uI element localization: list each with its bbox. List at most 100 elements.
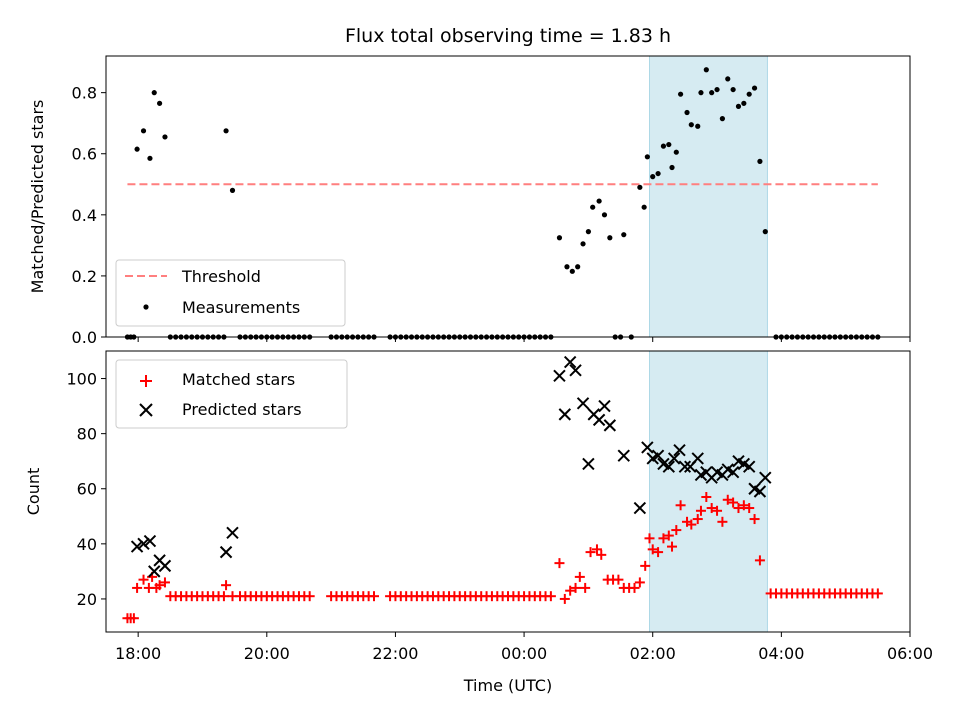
predicted-star-point <box>143 534 157 548</box>
top-y-tick-label: 0.4 <box>72 206 97 225</box>
measurement-point <box>660 143 667 149</box>
measurement-point <box>162 134 168 140</box>
predicted-star-point <box>130 540 144 553</box>
bottom-y-tick-label: 60 <box>77 480 97 499</box>
bottom-y-tick-label: 40 <box>77 535 97 554</box>
legend-measurements-swatch <box>143 304 149 310</box>
top-y-tick-label: 0.8 <box>72 84 97 103</box>
measurement-point <box>585 229 592 235</box>
matched-star-point <box>554 558 565 569</box>
bottom-y-tick-label: 80 <box>77 425 97 444</box>
matched-star-point <box>738 500 749 511</box>
matched-star-point <box>128 613 139 624</box>
predicted-star-point <box>753 485 767 498</box>
matched-star-point <box>701 492 712 503</box>
matched-star-point <box>706 503 717 514</box>
measurement-point <box>684 109 690 116</box>
bottom-y-axis-label: Count <box>24 468 43 516</box>
matched-star-point <box>754 555 765 566</box>
measurement-point <box>564 264 570 270</box>
bottom-y-ticks: 20 40 60 80 100 <box>66 370 106 609</box>
measurement-point <box>621 232 627 238</box>
matched-star-point <box>717 516 728 527</box>
measurement-point <box>650 174 656 180</box>
predicted-star-point <box>219 545 233 559</box>
measurement-point <box>669 164 675 171</box>
measurement-point <box>607 235 613 241</box>
matched-star-point <box>138 574 149 585</box>
measurement-point <box>223 128 229 134</box>
matched-star-point <box>872 588 883 599</box>
measurement-point <box>134 146 140 152</box>
measurement-point <box>644 154 650 160</box>
matched-star-point <box>304 591 315 602</box>
predicted-star-point <box>691 452 704 465</box>
matched-star-point <box>613 574 624 585</box>
bottom-axes-frame <box>105 350 911 633</box>
matched-star-point <box>686 519 697 530</box>
predicted-star-point <box>633 501 647 515</box>
matched-star-point <box>675 500 686 511</box>
predicted-star-point <box>158 559 172 573</box>
measurement-point <box>575 264 581 270</box>
matched-star-point <box>585 547 596 558</box>
measurement-point <box>709 90 715 96</box>
x-axis-label: Time (UTC) <box>463 676 552 695</box>
measurement-point <box>641 204 647 210</box>
measurement-point <box>666 141 672 148</box>
measurement-point <box>140 128 147 134</box>
predicted-star-point <box>226 526 239 540</box>
matched-star-point <box>580 582 591 593</box>
predicted-star-point <box>617 449 630 462</box>
matched-star-point <box>712 505 723 516</box>
top-panel: 0.0 0.2 0.4 0.6 0.8 Flux total observing tim… <box>28 25 911 347</box>
matched-star-point <box>570 582 581 593</box>
matched-stars-points <box>122 492 883 624</box>
measurement-point <box>229 187 236 193</box>
top-legend: Threshold Measurements <box>115 259 346 327</box>
matched-star-point <box>692 514 703 525</box>
matched-star-point <box>159 577 170 588</box>
measurement-point <box>735 103 742 109</box>
measurement-point <box>569 268 575 274</box>
x-tick-label: 00:00 <box>501 644 547 663</box>
predicted-star-point <box>598 399 611 413</box>
matched-star-point <box>663 530 674 541</box>
measurement-point <box>580 241 586 247</box>
matched-star-point <box>733 503 744 514</box>
top-legend-box <box>115 259 346 327</box>
matched-star-point <box>722 494 733 505</box>
matched-star-point <box>369 591 379 602</box>
legend-predicted-swatch <box>139 403 153 417</box>
top-y-axis-label: Matched/Predicted stars <box>28 100 47 294</box>
matched-star-point <box>647 544 658 555</box>
predicted-star-point <box>592 413 606 427</box>
measurement-point <box>695 123 701 129</box>
measurement-point <box>725 76 731 82</box>
matched-star-point <box>132 582 143 593</box>
legend-threshold-label: Threshold <box>181 267 261 286</box>
predicted-star-point <box>662 460 676 473</box>
predicted-star-point <box>582 457 595 471</box>
measurement-point <box>719 116 726 122</box>
legend-measurements-label: Measurements <box>182 298 300 317</box>
measurement-point <box>703 67 709 73</box>
measurement-point <box>601 212 608 218</box>
predicted-star-point <box>651 449 665 462</box>
matched-star-point <box>591 544 602 555</box>
matched-star-point <box>629 582 640 593</box>
predicted-star-point <box>641 441 654 454</box>
predicted-star-point <box>137 537 150 551</box>
measurement-point <box>751 85 758 91</box>
predicted-star-point <box>563 355 577 369</box>
matched-star-point <box>667 541 678 552</box>
measurement-point <box>655 170 661 177</box>
measurement-point <box>590 204 596 210</box>
measurement-point <box>637 184 643 190</box>
matched-star-point <box>218 591 229 602</box>
bottom-legend: Matched stars Predicted stars <box>115 359 348 429</box>
measurement-point <box>596 198 602 204</box>
bottom-x-ticks: 18:00 20:00 22:00 00:00 02:00 04:00 06:00 <box>115 632 933 663</box>
matched-star-point <box>221 580 232 591</box>
legend-matched-label: Matched stars <box>182 370 295 389</box>
